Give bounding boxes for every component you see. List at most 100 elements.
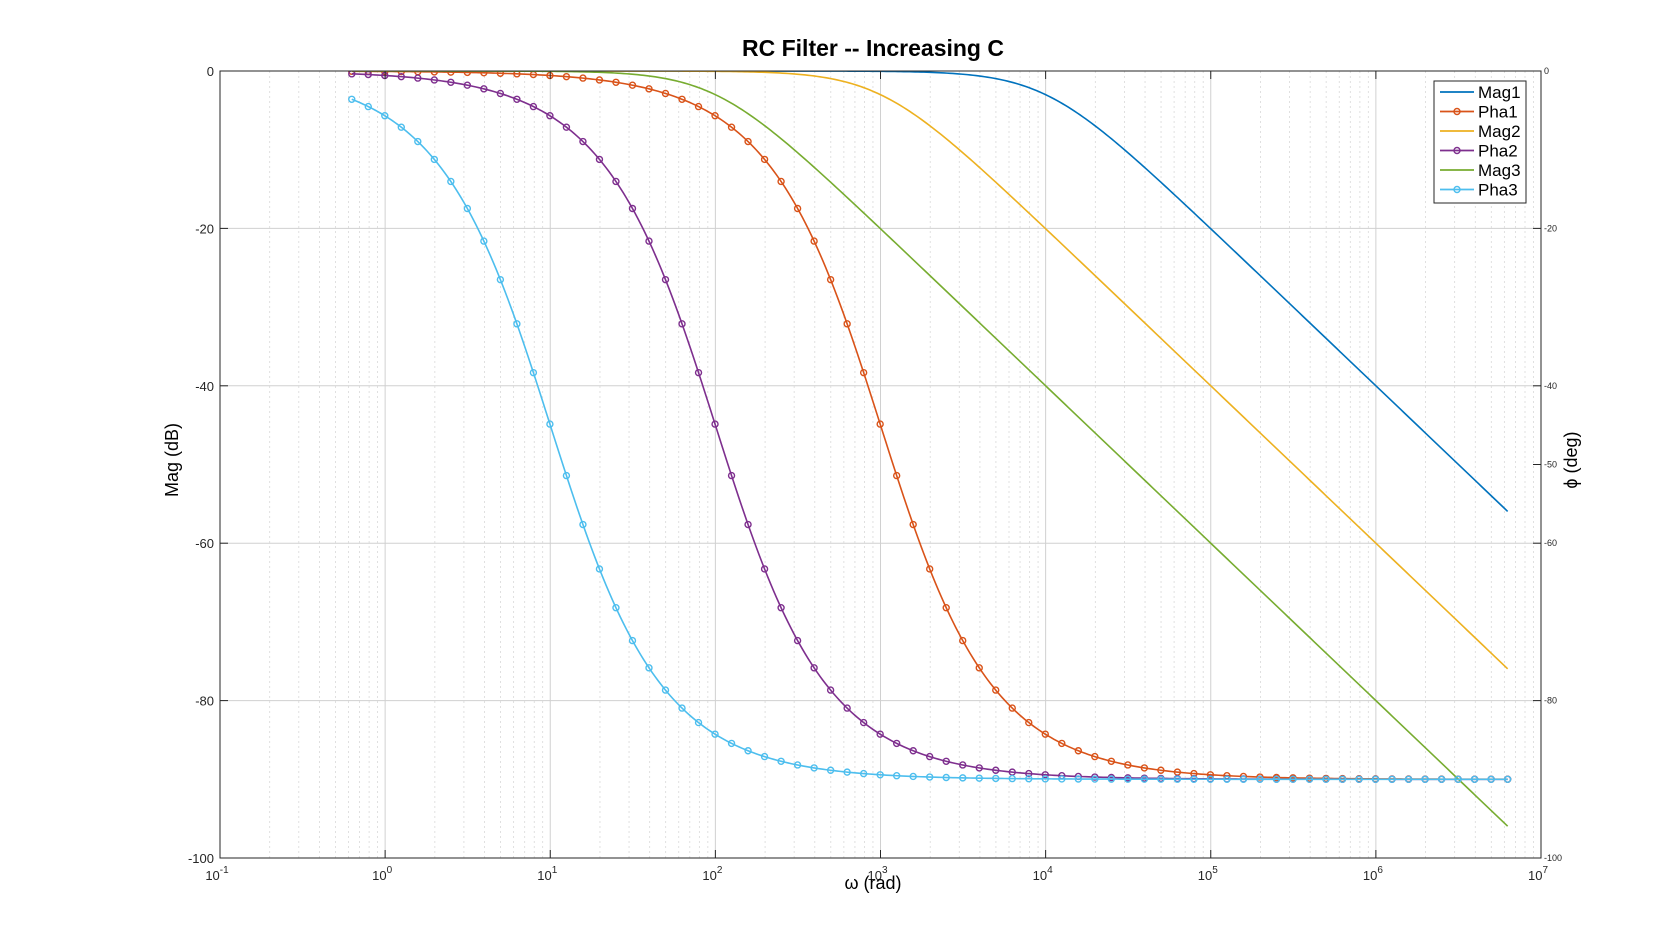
data-point	[975, 664, 983, 672]
data-point	[1140, 764, 1149, 772]
data-point	[1206, 775, 1215, 783]
data-point	[1173, 775, 1182, 783]
data-point	[793, 204, 802, 213]
series-line-pha3	[351, 98, 1508, 781]
legend-item-mag3: Mag3	[1440, 161, 1521, 180]
data-point	[1058, 739, 1066, 748]
data-point	[810, 764, 818, 772]
y-tick-label-right: -80	[1544, 696, 1557, 706]
data-point	[529, 102, 538, 111]
data-point	[463, 81, 472, 89]
data-point	[447, 78, 455, 86]
data-point	[1157, 775, 1165, 783]
data-point	[1025, 718, 1033, 727]
legend-label: Pha3	[1478, 181, 1518, 200]
data-point	[628, 81, 637, 89]
data-point	[826, 766, 835, 774]
data-point	[694, 368, 703, 377]
data-point	[595, 155, 604, 164]
data-point	[546, 112, 554, 120]
data-point	[595, 565, 604, 573]
data-point	[859, 368, 868, 377]
data-point	[810, 237, 818, 245]
y-axis-right-label: ϕ (deg)	[1561, 431, 1581, 488]
data-point	[1008, 774, 1016, 783]
data-point	[711, 730, 719, 738]
y-tick-label-right: -60	[1544, 538, 1557, 548]
data-point	[1503, 775, 1512, 783]
legend-item-pha1: Pha1	[1440, 103, 1518, 122]
data-point	[612, 177, 620, 186]
data-point	[876, 730, 884, 738]
data-point	[579, 520, 587, 529]
data-point	[1305, 775, 1314, 783]
data-point	[992, 774, 1000, 783]
data-point	[810, 664, 818, 672]
y-tick-label-left: -20	[195, 221, 214, 236]
plot-area	[219, 70, 1542, 859]
data-point	[562, 72, 571, 81]
data-point	[397, 72, 405, 81]
legend-label: Mag2	[1478, 122, 1521, 141]
data-point	[579, 137, 587, 146]
data-point	[1322, 775, 1330, 783]
data-point	[1074, 775, 1083, 783]
data-point	[678, 95, 686, 103]
data-point	[909, 520, 917, 529]
legend-item-mag1: Mag1	[1440, 83, 1521, 102]
data-point	[348, 95, 356, 103]
data-point	[1107, 757, 1116, 765]
y-tick-label-right: 0	[1544, 66, 1549, 76]
data-point	[1289, 775, 1297, 783]
data-point	[793, 761, 802, 769]
data-point	[1272, 775, 1281, 783]
data-point	[612, 78, 620, 86]
data-point	[727, 471, 736, 480]
series-mag2	[351, 71, 1509, 670]
data-point	[926, 752, 934, 761]
data-point	[1091, 752, 1099, 761]
y-tick-label-left: -60	[195, 536, 214, 551]
data-point	[595, 76, 604, 84]
data-point	[661, 89, 670, 98]
data-point	[496, 89, 505, 98]
data-point	[463, 71, 472, 77]
data-point	[1338, 775, 1347, 783]
data-point	[430, 76, 439, 84]
data-point	[1256, 775, 1264, 783]
data-point	[859, 769, 868, 778]
data-point	[645, 85, 653, 93]
data-point	[777, 604, 785, 612]
data-point	[430, 155, 439, 164]
y-axis-left-ticks: 0 -20 -40 -60 -80 -100	[188, 64, 228, 866]
data-point	[1074, 747, 1083, 755]
data-point	[892, 772, 901, 780]
y-axis-left-label: Mag (dB)	[162, 423, 182, 497]
data-point	[892, 739, 901, 748]
data-point	[1041, 730, 1049, 738]
data-point	[777, 177, 785, 186]
x-axis-label: ω (rad)	[844, 873, 901, 893]
data-point	[793, 636, 802, 645]
data-point	[1421, 775, 1429, 783]
data-point	[430, 71, 439, 76]
data-point	[1091, 775, 1099, 783]
data-point	[744, 137, 752, 146]
data-point	[892, 471, 901, 480]
data-point	[513, 95, 521, 103]
data-point	[942, 604, 950, 612]
data-point	[843, 704, 851, 712]
data-point	[628, 636, 637, 645]
data-point	[1008, 704, 1016, 712]
data-point	[826, 686, 835, 694]
data-point	[942, 773, 950, 782]
data-point	[843, 768, 851, 776]
legend-item-pha3: Pha3	[1440, 181, 1518, 200]
data-point	[1058, 775, 1066, 783]
data-point	[480, 85, 488, 93]
data-point	[480, 71, 488, 77]
data-point	[859, 718, 868, 727]
data-point	[645, 664, 653, 672]
data-point	[711, 420, 719, 428]
data-point	[1206, 771, 1215, 779]
